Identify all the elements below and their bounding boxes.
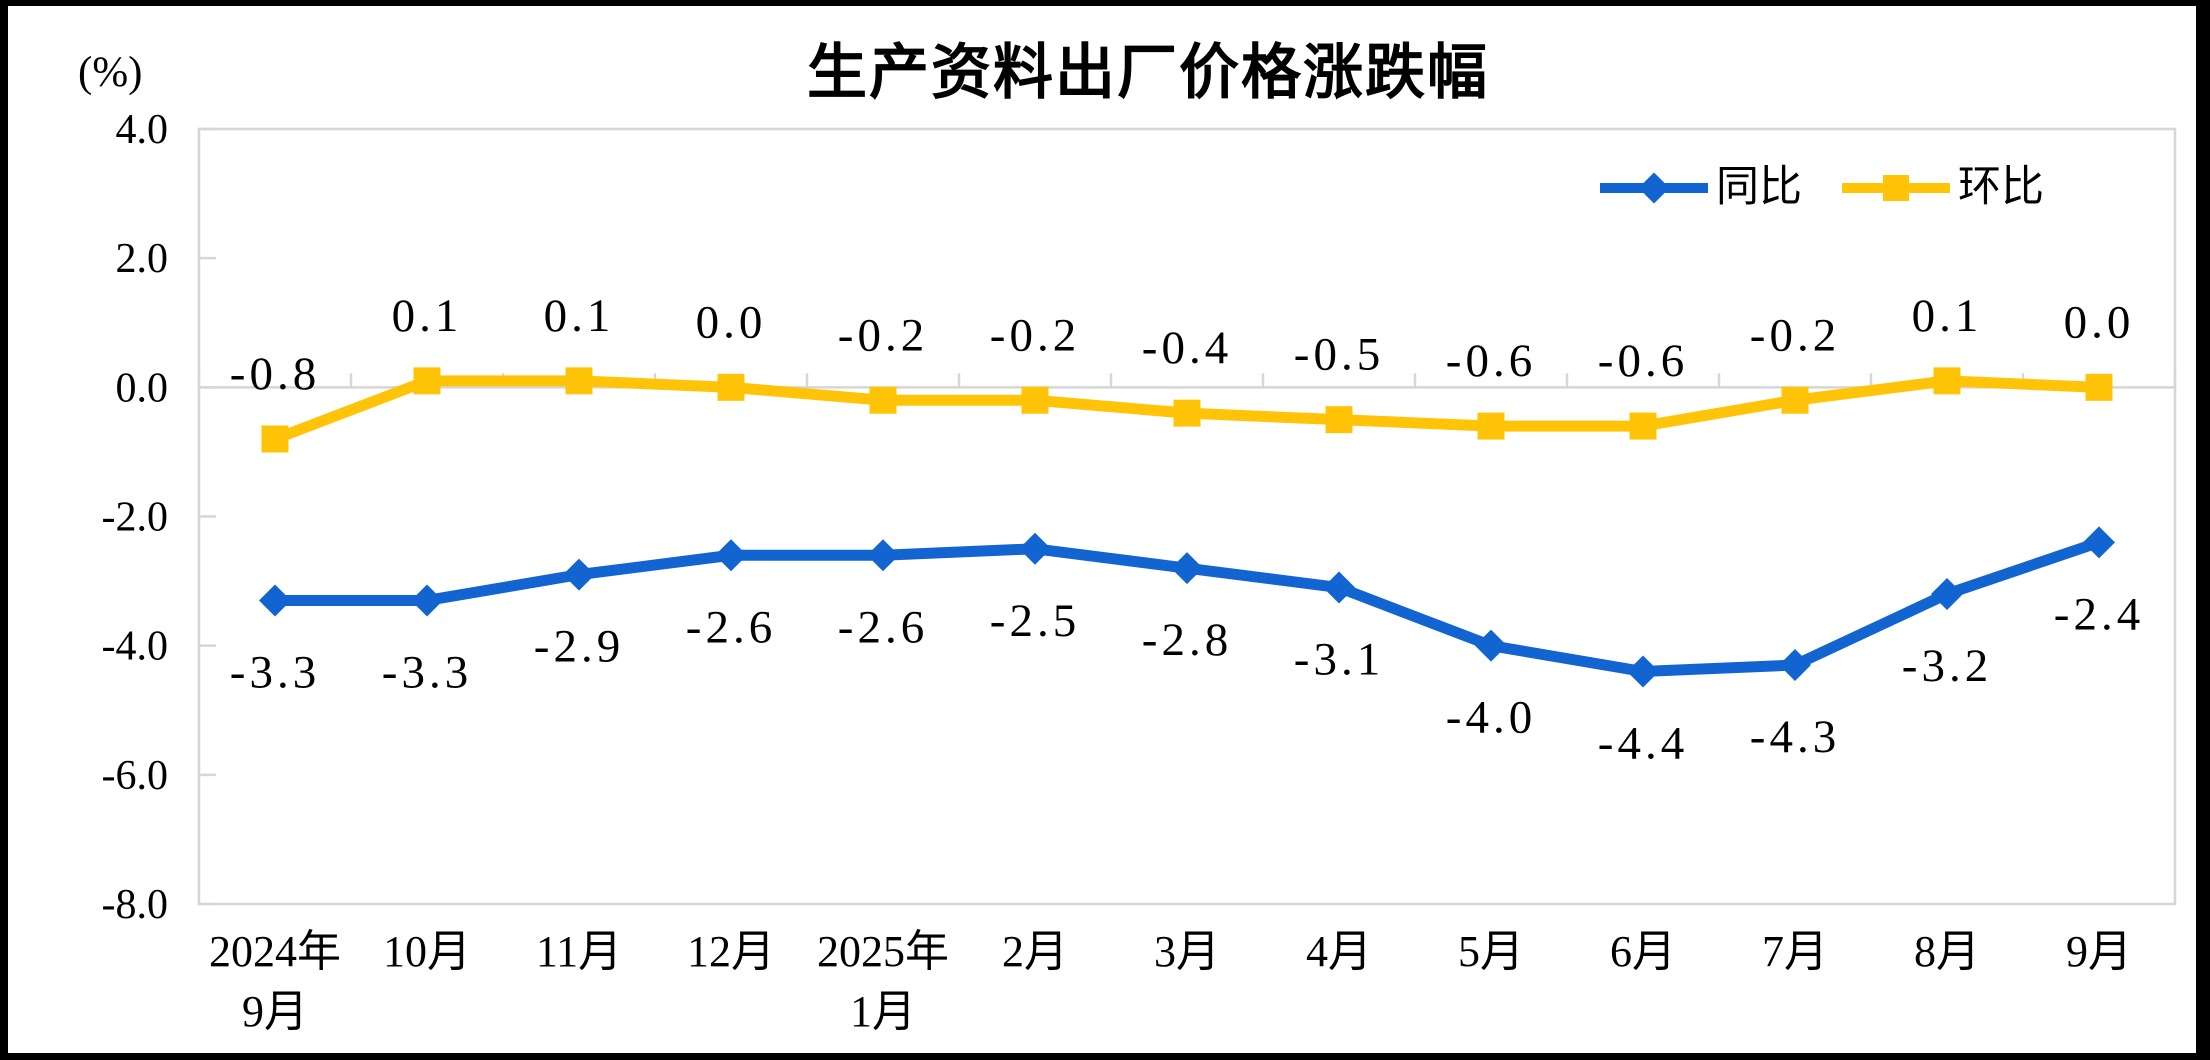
x-axis-category-label: 9月 xyxy=(2066,927,2132,976)
series-mom-data-label: -0.8 xyxy=(230,348,320,400)
series-yoy-marker xyxy=(1323,571,1355,604)
series-mom-marker xyxy=(869,386,897,414)
series-yoy-data-label: -4.4 xyxy=(1598,718,1688,770)
series-yoy-data-label: -3.2 xyxy=(1902,640,1992,692)
x-axis-category-label: 10月 xyxy=(383,927,471,976)
x-axis-category-label: 9月 xyxy=(242,987,308,1036)
x-axis-category-label: 12月 xyxy=(687,927,775,976)
legend-line-marker-mom xyxy=(1842,171,1950,205)
y-axis-tick-label: 0.0 xyxy=(116,365,169,411)
series-yoy-marker xyxy=(411,584,443,617)
series-mom-marker xyxy=(261,425,289,453)
series-mom-marker xyxy=(1173,399,1201,427)
series-yoy-data-label: -2.5 xyxy=(990,595,1080,647)
plot-border xyxy=(197,127,2177,906)
series-yoy-marker xyxy=(563,558,595,591)
series-mom-data-label: -0.6 xyxy=(1446,335,1536,387)
series-yoy-data-label: -4.0 xyxy=(1446,692,1536,744)
series-mom-marker xyxy=(2085,373,2113,401)
legend-label-mom: 环比 xyxy=(1958,163,2044,211)
series-yoy-marker xyxy=(1931,578,1963,610)
legend-item-mom: 环比 xyxy=(1842,166,2044,209)
x-axis-category-label: 1月 xyxy=(850,987,916,1036)
series-mom-marker xyxy=(1477,412,1505,440)
series-yoy-marker xyxy=(1627,655,1659,688)
series-mom-data-label: 0.1 xyxy=(544,290,615,342)
y-axis-tick-label: -4.0 xyxy=(102,624,169,670)
series-mom-marker xyxy=(1933,367,1961,395)
legend-label-yoy: 同比 xyxy=(1716,163,1802,211)
x-axis-category-label: 2月 xyxy=(1002,927,1068,976)
series-mom-data-label: 0.0 xyxy=(696,296,767,348)
y-axis-tick-label: -8.0 xyxy=(102,882,169,928)
series-mom-data-label: -0.6 xyxy=(1598,335,1688,387)
chart-canvas-background xyxy=(8,6,2196,1053)
series-mom-data-label: -0.2 xyxy=(1750,309,1840,361)
x-axis-category-label: 6月 xyxy=(1610,927,1676,976)
x-axis-category-label: 2025年 xyxy=(817,927,949,976)
series-mom-marker xyxy=(1021,386,1049,414)
y-axis-tick-label: -2.0 xyxy=(102,495,169,541)
series-mom-marker xyxy=(413,367,441,395)
series-yoy-data-label: -2.4 xyxy=(2054,588,2144,640)
chart-title: 生产资料出厂价格涨跌幅 xyxy=(807,39,1489,106)
series-yoy-data-label: -2.6 xyxy=(686,601,776,653)
series-mom-marker xyxy=(565,367,593,395)
series-mom-data-label: 0.1 xyxy=(1912,290,1983,342)
y-axis-tick-label: -6.0 xyxy=(102,753,169,799)
series-yoy-data-label: -2.8 xyxy=(1142,614,1232,666)
x-axis-category-label: 3月 xyxy=(1154,927,1220,976)
series-yoy-marker xyxy=(1475,629,1507,662)
series-mom-marker xyxy=(717,373,745,401)
series-yoy-marker xyxy=(1019,532,1051,565)
x-axis-category-label: 2024年 xyxy=(209,927,341,976)
series-yoy-marker xyxy=(1171,552,1203,585)
series-mom-data-label: -0.2 xyxy=(990,309,1080,361)
series-mom-marker xyxy=(1629,412,1657,440)
series-mom-data-label: -0.5 xyxy=(1294,329,1384,381)
y-axis-tick-label: 4.0 xyxy=(116,107,169,153)
x-axis-category-label: 8月 xyxy=(1914,927,1980,976)
series-yoy-marker xyxy=(2083,526,2115,559)
series-mom-data-label: -0.4 xyxy=(1142,322,1232,374)
chart-legend: 同比 环比 xyxy=(1600,166,2044,209)
x-axis-category-label: 5月 xyxy=(1458,927,1524,976)
y-axis-unit-label: (%) xyxy=(78,49,143,96)
y-axis-tick-label: 2.0 xyxy=(116,236,169,282)
x-axis-category-label: 4月 xyxy=(1306,927,1372,976)
series-mom-marker xyxy=(1781,386,1809,414)
series-yoy-data-label: -3.3 xyxy=(230,646,320,698)
legend-line-marker-yoy xyxy=(1600,171,1708,205)
series-mom-marker xyxy=(1325,406,1353,434)
legend-item-yoy: 同比 xyxy=(1600,166,1802,209)
series-yoy-marker xyxy=(259,584,291,617)
series-yoy-marker xyxy=(1779,649,1811,682)
x-axis-category-label: 7月 xyxy=(1762,927,1828,976)
series-yoy-marker xyxy=(715,539,747,572)
series-yoy-data-label: -2.6 xyxy=(838,601,928,653)
series-mom-data-label: 0.1 xyxy=(392,290,463,342)
series-yoy-marker xyxy=(867,539,899,572)
series-yoy-data-label: -4.3 xyxy=(1750,711,1840,763)
series-mom-data-label: 0.0 xyxy=(2064,296,2135,348)
x-axis-category-label: 11月 xyxy=(536,927,622,976)
series-yoy-data-label: -3.1 xyxy=(1294,634,1384,686)
series-mom-data-label: -0.2 xyxy=(838,309,928,361)
series-yoy-data-label: -3.3 xyxy=(382,646,472,698)
series-yoy-data-label: -2.9 xyxy=(534,621,624,673)
